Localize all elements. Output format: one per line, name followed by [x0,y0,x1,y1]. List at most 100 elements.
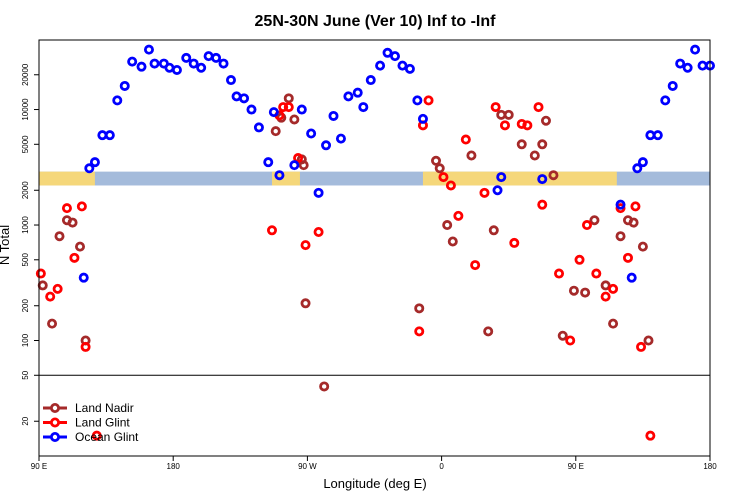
land-glint-point [608,283,619,294]
land-glint-point [509,237,520,248]
land-nadir-point [37,280,48,291]
land-glint-point [45,291,56,302]
land-nadir-point [628,217,639,228]
ocean-glint-point [492,185,503,196]
land-glint-point [533,102,544,113]
ocean-glint-point [615,199,626,210]
ocean-glint-point [171,64,182,75]
ocean-glint-point [412,95,423,106]
land-glint-point [313,227,324,238]
y-axis-label: N Total [0,225,12,265]
y-tick-label: 200 [21,299,30,313]
ocean-glint-point [682,62,693,73]
ocean-glint-point [188,58,199,69]
band-land-segment [422,171,617,186]
land-glint-point [69,252,80,263]
ocean-glint-point [296,104,307,115]
ocean-glint-point [239,93,250,104]
land-glint-point [52,283,63,294]
ocean-glint-point [313,187,324,198]
land-glint-point [622,252,633,263]
ocean-glint-point [119,80,130,91]
land-nadir-point [516,139,527,150]
land-nadir-point [283,93,294,104]
land-nadir-point [483,326,494,337]
ocean-glint-point [632,163,643,174]
land-nadir-point [580,287,591,298]
land-glint-point [537,199,548,210]
ocean-glint-point [496,172,507,183]
land-nadir-point [568,285,579,296]
ocean-glint-point [136,61,147,72]
y-tick-label: 20 [21,416,30,425]
land-nadir-point [447,236,458,247]
land-nadir-point [643,335,654,346]
legend-marker-ocean-glint [50,431,61,442]
land-glint-point [460,134,471,145]
land-nadir-point [637,241,648,252]
ocean-glint-point [417,113,428,124]
land-nadir-point [54,231,65,242]
land-glint-point [35,268,46,279]
ocean-glint-point [274,170,285,181]
land-nadir-point [414,303,425,314]
chart-title: 25N-30N June (Ver 10) Inf to -Inf [255,13,497,30]
ocean-glint-point [306,128,317,139]
land-glint-point [522,120,533,131]
land-glint-point [414,326,425,337]
ocean-glint-point [397,60,408,71]
y-tick-label: 5000 [21,135,30,153]
ocean-glint-point [289,160,300,171]
land-nadir-point [289,114,300,125]
land-glint-point [438,172,449,183]
land-glint-point [300,240,311,251]
land-glint-point [76,201,87,212]
legend-label-land-nadir: Land Nadir [75,401,134,415]
ocean-glint-point [660,95,671,106]
land-glint-point [278,102,289,113]
land-glint-point [554,268,565,279]
band-land-segment [271,171,300,186]
land-nadir-point [442,220,453,231]
land-nadir-point [47,318,58,329]
land-glint-point [453,210,464,221]
x-tick-label: 90 E [31,462,47,471]
ocean-glint-point [225,75,236,86]
ocean-glint-point [375,60,386,71]
plot-frame [38,39,711,457]
land-glint-point [565,335,576,346]
land-glint-point [61,203,72,214]
ocean-glint-point [84,163,95,174]
land-glint-point [445,180,456,191]
land-nadir-point [466,150,477,161]
land-nadir-point [503,109,514,120]
land-glint-point [91,430,102,441]
land-nadir-point [319,381,330,392]
land-nadir-point [75,241,86,252]
ocean-glint-point [537,174,548,185]
ocean-glint-point [78,272,89,283]
y-tick-label: 10000 [21,98,30,121]
ocean-glint-point [365,75,376,86]
land-glint-point [630,201,641,212]
land-nadir-point [537,139,548,150]
ocean-glint-point [637,157,648,168]
ocean-glint-point [667,80,678,91]
land-nadir-point [67,217,78,228]
land-glint-point [499,120,510,131]
ocean-glint-point [89,157,100,168]
land-nadir-point [557,330,568,341]
land-nadir-point [434,163,445,174]
ocean-glint-point [181,52,192,63]
legend-marker-land-glint [50,417,61,428]
ocean-glint-point [218,58,229,69]
ocean-glint-point [352,87,363,98]
x-tick-label: 90 E [568,462,584,471]
land-nadir-point [548,170,559,181]
ocean-glint-point [690,44,701,55]
land-glint-point [470,260,481,271]
land-nadir-point [600,280,611,291]
land-nadir-point [540,115,551,126]
ocean-glint-point [675,58,686,69]
